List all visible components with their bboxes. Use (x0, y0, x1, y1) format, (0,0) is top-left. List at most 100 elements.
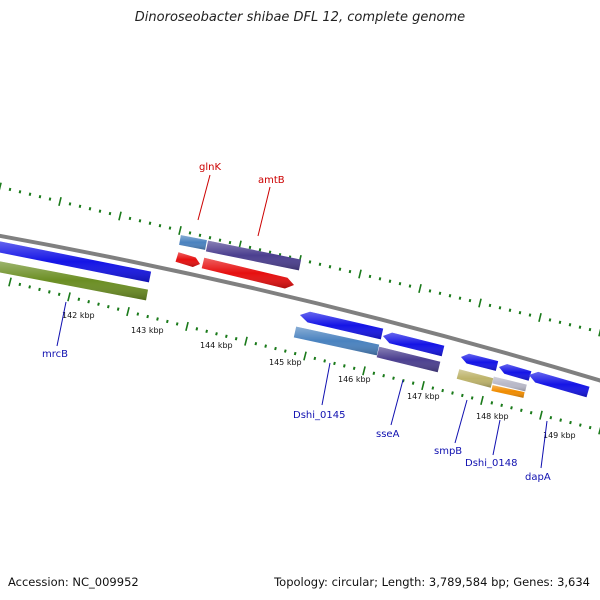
gene-arrow-shading (205, 240, 302, 271)
minor-tick (224, 334, 228, 338)
minor-tick (165, 319, 169, 324)
minor-tick (293, 351, 297, 356)
map-title: Dinoroseobacter shibae DFL 12, complete … (134, 10, 466, 25)
minor-tick (333, 361, 336, 366)
minor-tick (368, 274, 372, 279)
scale-label: 142 kbp (62, 311, 95, 320)
genome-backbone (0, 233, 600, 383)
gene-label-Dshi_0145: Dshi_0145 (293, 410, 345, 421)
minor-tick (283, 349, 287, 353)
minor-tick (146, 314, 150, 319)
major-tick (598, 426, 600, 435)
scale-label: 149 kbp (543, 431, 576, 440)
minor-tick (68, 202, 72, 206)
minor-tick (372, 371, 376, 375)
minor-tick (549, 415, 553, 420)
minor-tick (168, 226, 172, 230)
major-tick (418, 283, 422, 294)
minor-tick (578, 325, 582, 329)
minor-tick (468, 298, 472, 303)
minor-tick (254, 341, 258, 346)
minor-tick (488, 303, 492, 308)
minor-tick (308, 260, 312, 264)
major-tick (303, 351, 307, 361)
minor-tick (451, 391, 454, 395)
scale-label: 145 kbp (269, 358, 302, 367)
major-tick (0, 182, 2, 191)
minor-tick (318, 262, 322, 267)
minor-tick (175, 322, 179, 326)
minor-tick (8, 187, 12, 192)
minor-tick (98, 209, 102, 213)
minor-tick (18, 282, 22, 287)
minor-tick (559, 418, 563, 422)
gene-arrow-shading (456, 369, 494, 388)
gene-arrow-shading (0, 261, 148, 301)
minor-tick (195, 327, 199, 331)
outer-tick-track (0, 182, 600, 337)
minor-tick (106, 304, 110, 309)
minor-tick (342, 364, 346, 368)
major-tick (67, 292, 71, 302)
minor-tick (264, 344, 268, 348)
gene-label-dapA: dapA (525, 472, 551, 483)
gene-arrow-shading (300, 311, 384, 340)
minor-tick (274, 346, 277, 351)
minor-tick (529, 411, 533, 415)
major-tick (362, 366, 366, 376)
minor-tick (87, 300, 91, 304)
minor-tick (218, 238, 222, 242)
gene-arrow-shading (0, 241, 152, 283)
minor-tick (28, 285, 32, 289)
major-tick (478, 298, 482, 308)
scale-label: 143 kbp (131, 326, 164, 335)
minor-tick (398, 281, 402, 286)
gene-arrow-shading (376, 346, 441, 373)
minor-tick (248, 245, 252, 250)
gene-label-sseA: sseA (376, 429, 400, 440)
label-leader-lines (56, 174, 548, 469)
leader-line (197, 174, 211, 221)
minor-tick (323, 359, 327, 363)
scale-label: 146 kbp (338, 375, 371, 384)
minor-tick (77, 297, 81, 301)
leader-line (321, 362, 331, 406)
minor-tick (519, 408, 523, 412)
minor-tick (138, 219, 142, 223)
minor-tick (431, 386, 435, 390)
minor-tick (428, 289, 432, 293)
major-tick (178, 225, 182, 236)
gene-arrow-shading (492, 376, 527, 392)
major-tick (358, 269, 362, 279)
minor-tick (528, 313, 532, 317)
gene-arrow-shading (179, 235, 207, 250)
minor-tick (448, 294, 452, 298)
leader-line (257, 186, 271, 237)
minor-tick (408, 284, 412, 288)
minor-tick (158, 223, 162, 228)
gene-arrow-shading (383, 332, 445, 357)
gene-label-smpB: smpB (434, 446, 462, 457)
minor-tick (28, 192, 32, 196)
leader-line (540, 420, 548, 469)
minor-tick (38, 194, 42, 199)
major-tick (538, 312, 542, 323)
minor-tick (116, 307, 120, 311)
leader-line (390, 379, 404, 426)
major-tick (421, 381, 425, 391)
minor-tick (558, 320, 562, 325)
minor-tick (348, 269, 352, 274)
scale-label: 147 kbp (407, 392, 440, 401)
minor-tick (508, 308, 512, 312)
minor-tick (57, 292, 61, 297)
minor-tick (38, 287, 41, 292)
gene-arrow-shading (175, 252, 200, 267)
minor-tick (588, 327, 592, 332)
major-tick (539, 410, 543, 420)
major-tick (244, 336, 248, 346)
minor-tick (97, 302, 100, 306)
minor-tick (548, 318, 552, 322)
minor-tick (148, 221, 152, 225)
gene-arrow-shading (491, 385, 525, 398)
